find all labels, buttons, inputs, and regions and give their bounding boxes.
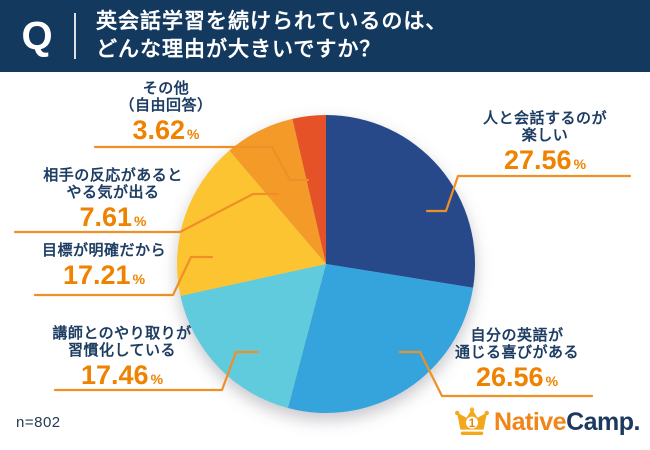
- nativecamp-logo: 1 Native Camp.: [454, 406, 640, 438]
- pie-slice: [229, 118, 326, 264]
- callout-clear-goal: 目標が明確だから 17.21%: [14, 242, 194, 294]
- slice-value: 3.62%: [86, 116, 246, 149]
- leader-line: [425, 174, 632, 213]
- slice-label-line: 通じる喜びがある: [454, 344, 579, 361]
- percent-sign: %: [545, 373, 559, 389]
- slice-value-number: 7.61: [79, 202, 133, 232]
- slice-label-line: 相手の反応があると: [43, 167, 183, 184]
- logo-text-native: Native: [494, 408, 567, 436]
- slice-value: 17.21%: [14, 261, 194, 294]
- slice-label-line: 自分の英語が: [470, 327, 564, 344]
- percent-sign: %: [573, 156, 587, 172]
- slice-value-number: 3.62: [132, 115, 186, 145]
- callout-enjoy-talking: 人と会話するのが 楽しい 27.56%: [455, 110, 635, 179]
- question-header: Q 英会話学習を続けられているのは、 どんな理由が大きいですか？: [0, 0, 650, 72]
- slice-label-line: 人と会話するのが: [482, 110, 607, 127]
- header-divider: [74, 13, 76, 59]
- callout-teacher-habit: 講師とのやり取りが 習慣化している 17.46%: [32, 325, 212, 394]
- pie-slice: [287, 264, 474, 413]
- percent-sign: %: [134, 213, 147, 229]
- leader-line: [93, 145, 310, 182]
- leader-line: [33, 255, 214, 297]
- slice-value: 17.46%: [32, 361, 212, 394]
- callout-other: その他 （自由回答） 3.62%: [86, 80, 246, 149]
- percent-sign: %: [150, 371, 164, 387]
- slice-label-line: その他: [142, 80, 190, 97]
- slice-value: 26.56%: [427, 363, 607, 396]
- slice-value-number: 17.21: [62, 260, 131, 290]
- percent-sign: %: [132, 271, 146, 287]
- slice-value-number: 26.56: [475, 362, 544, 392]
- slice-value: 27.56%: [455, 146, 635, 179]
- slice-label-line: 目標が明確だから: [41, 242, 166, 259]
- percent-sign: %: [187, 126, 200, 142]
- crown-icon: 1: [455, 407, 490, 435]
- callout-english-understood: 自分の英語が 通じる喜びがある 26.56%: [427, 327, 607, 396]
- logo-text-camp: Camp.: [566, 408, 640, 436]
- pie-slice: [177, 150, 326, 296]
- slice-label-line: 習慣化している: [67, 342, 177, 359]
- leader-line: [13, 192, 280, 234]
- question-text: 英会話学習を続けられているのは、 どんな理由が大きいですか？: [96, 8, 447, 63]
- leader-line: [398, 350, 594, 398]
- slice-label-line: やる気が出る: [66, 184, 160, 201]
- slice-label-line: （自由回答）: [119, 97, 213, 114]
- slice-label-line: 楽しい: [521, 127, 569, 144]
- slice-value-number: 27.56: [503, 145, 572, 175]
- question-line-1: 英会話学習を続けられているのは、: [96, 10, 448, 34]
- question-line-2: どんな理由が大きいですか？: [96, 38, 382, 61]
- slice-value-number: 17.46: [80, 360, 149, 390]
- slice-label-line: 講師とのやり取りが: [52, 325, 192, 342]
- pie-slice: [292, 115, 326, 264]
- leader-line: [53, 350, 260, 392]
- pie-slice: [326, 115, 475, 288]
- crown-number: 1: [469, 418, 476, 430]
- q-badge: Q: [21, 14, 53, 58]
- sample-size: n=802: [16, 414, 61, 431]
- pie-slice: [180, 264, 326, 409]
- callout-reaction-motivation: 相手の反応があると やる気が出る 7.61%: [23, 167, 203, 236]
- slice-value: 7.61%: [23, 203, 203, 236]
